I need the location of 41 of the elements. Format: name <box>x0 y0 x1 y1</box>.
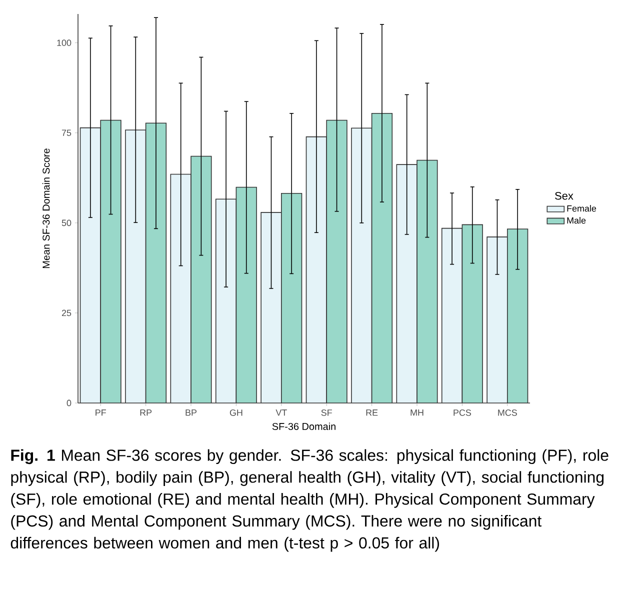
bar <box>261 212 282 403</box>
x-tick-label: BP <box>186 410 197 416</box>
x-tick-label: GH <box>230 410 242 416</box>
x-tick-label: MCS <box>498 410 517 416</box>
bar <box>146 123 166 403</box>
x-tick-label: VT <box>276 410 287 416</box>
bar <box>486 236 508 403</box>
bar <box>351 128 372 403</box>
y-tick-label: 0 <box>66 400 72 406</box>
bar <box>462 224 483 403</box>
y-tick-label: 25 <box>62 310 72 316</box>
bar <box>236 187 257 403</box>
legend-title: Sex <box>555 192 574 200</box>
bar <box>125 130 146 403</box>
y-tick-label: 100 <box>57 40 72 46</box>
bar <box>281 193 302 403</box>
y-tick-label: 50 <box>62 220 72 226</box>
bar <box>442 228 462 403</box>
y-tick-label: 75 <box>62 130 72 136</box>
bar <box>507 228 528 403</box>
bar <box>417 160 438 403</box>
x-tick-label: SF <box>321 410 332 416</box>
bar <box>100 120 121 403</box>
legend-label: Male <box>567 217 586 224</box>
text: Fig. 1 Mean SF-36 scores by gender. SF-36 scales: physical functioning (PF), role physical (RP), bodily pain (BP), general health (GH), vitality (VT), social functioning (SF), role emotional (RE) and mental health (MH). Physical Component Summary (PCS) and Mental Component Summary (MCS). There were no significant differences between women and men (t-test p > 0.05 for all) <box>10 449 608 552</box>
x-tick-label: PF <box>96 410 106 416</box>
bar <box>80 128 101 403</box>
y-axis-title: Mean SF-36 Domain Score <box>42 148 50 268</box>
bar <box>216 199 236 403</box>
bar <box>396 164 418 403</box>
x-tick-label: RP <box>140 410 152 416</box>
x-tick-label: MH <box>410 410 424 416</box>
bar <box>170 174 192 403</box>
bar <box>372 113 392 403</box>
bar <box>191 156 212 403</box>
x-tick-label: PCS <box>454 410 472 416</box>
bar <box>326 120 347 403</box>
x-tick-label: RE <box>366 410 378 416</box>
x-axis-title: SF-36 Domain <box>272 422 336 430</box>
bar <box>306 136 327 403</box>
legend-label: Female <box>567 205 596 212</box>
